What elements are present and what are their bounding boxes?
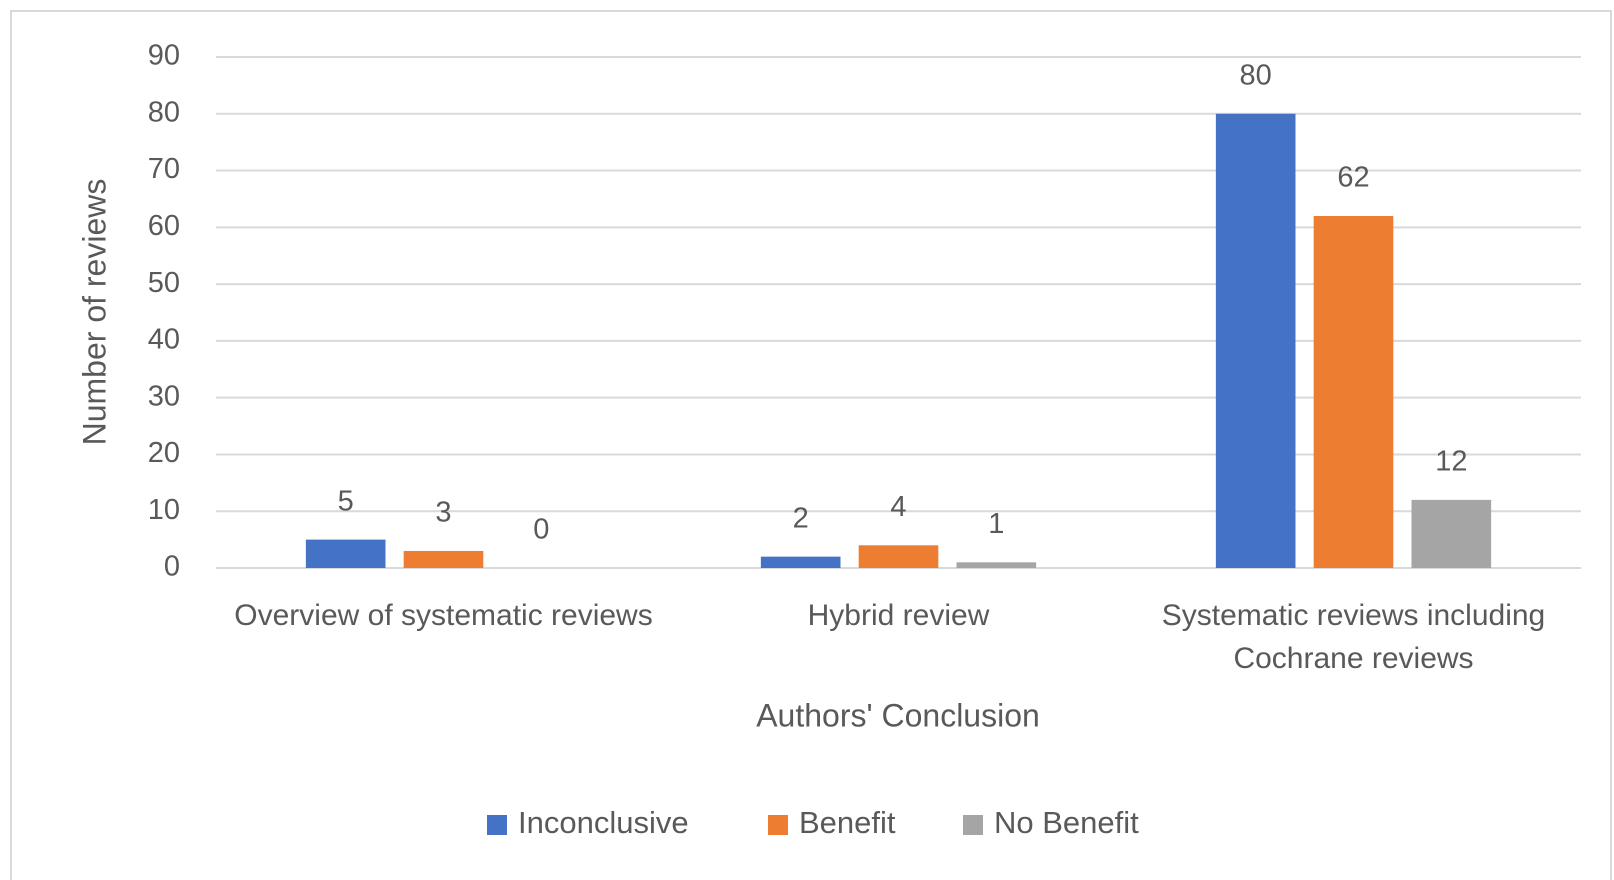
y-axis-label: Number of reviews	[76, 179, 112, 446]
bar	[1313, 215, 1394, 568]
data-label: 4	[890, 491, 906, 523]
y-tick-label: 10	[148, 494, 180, 526]
data-label: 1	[988, 508, 1004, 540]
y-tick-label: 50	[148, 267, 180, 299]
data-label: 2	[793, 502, 809, 534]
legend-swatch	[963, 815, 983, 835]
data-label: 3	[435, 497, 451, 529]
bar	[956, 562, 1037, 568]
x-tick-label: Overview of systematic reviews	[234, 599, 653, 632]
bar	[858, 545, 939, 568]
y-tick-label: 20	[148, 437, 180, 469]
y-tick-label: 0	[164, 551, 180, 583]
legend-swatch	[487, 815, 507, 835]
legend-swatch	[768, 815, 788, 835]
y-tick-label: 60	[148, 210, 180, 242]
bar	[1411, 499, 1492, 568]
y-tick-label: 30	[148, 380, 180, 412]
bar	[305, 539, 386, 568]
data-label: 5	[338, 485, 354, 517]
y-tick-label: 40	[148, 324, 180, 356]
bar	[760, 556, 841, 568]
data-label: 80	[1240, 59, 1272, 91]
data-label: 12	[1435, 446, 1467, 478]
chart-border	[10, 10, 1612, 880]
y-tick-label: 80	[148, 96, 180, 128]
y-tick-label: 70	[148, 153, 180, 185]
legend-label: Inconclusive	[518, 805, 689, 840]
data-label: 62	[1337, 162, 1369, 194]
bar	[403, 550, 484, 568]
x-tick-label: Hybrid review	[807, 599, 990, 632]
legend-label: Benefit	[799, 805, 896, 840]
data-label: 0	[533, 514, 549, 546]
x-tick-label: Systematic reviews including Cochrane re…	[1161, 599, 1546, 675]
x-axis-label: Authors' Conclusion	[756, 697, 1040, 733]
legend-label: No Benefit	[994, 805, 1139, 840]
y-tick-label: 90	[148, 40, 180, 72]
bar	[1215, 113, 1296, 569]
